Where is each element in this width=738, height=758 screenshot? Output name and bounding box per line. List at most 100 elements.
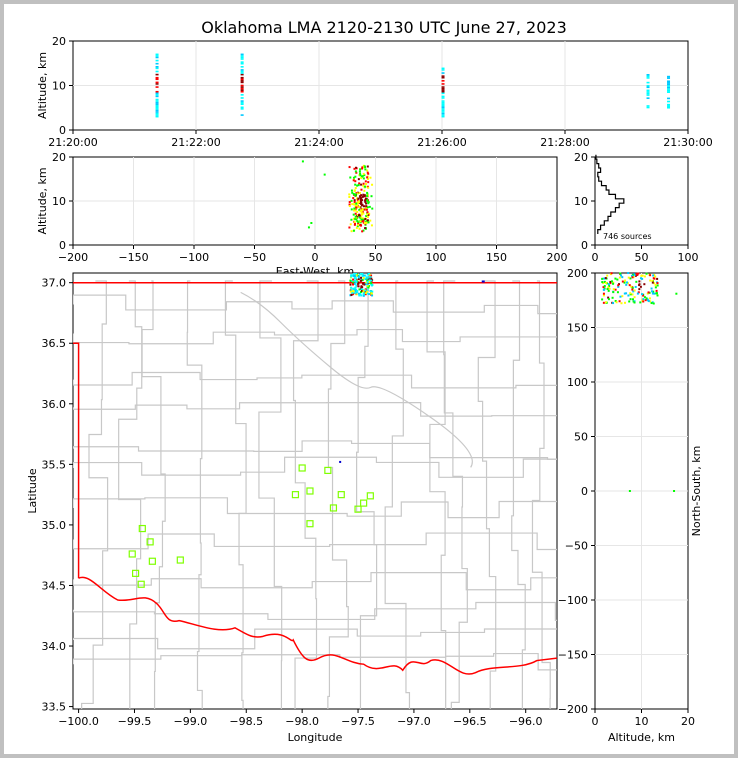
altitude-histogram-y-tick-label: 20 xyxy=(574,151,588,164)
county-boundary xyxy=(118,280,143,709)
time-height-source xyxy=(441,108,445,110)
time-height-source xyxy=(155,115,159,118)
time-height-source xyxy=(155,62,159,65)
east-west-source xyxy=(358,214,361,217)
east-west-source xyxy=(358,174,361,177)
time-height-source xyxy=(240,90,244,93)
east-west-source xyxy=(363,221,366,224)
lightning-source xyxy=(364,289,367,292)
altitude-ns-source xyxy=(651,279,654,282)
time-height-source xyxy=(155,90,159,93)
east-west-source xyxy=(362,177,365,180)
lightning-source xyxy=(357,282,360,285)
east-west-x-tick-label: 100 xyxy=(426,251,447,264)
lightning-source xyxy=(371,290,374,293)
east-west-source xyxy=(364,197,367,200)
east-west-source xyxy=(370,224,373,227)
altitude-ns-source xyxy=(633,300,636,303)
lightning-source xyxy=(366,279,369,282)
altitude-ns-source xyxy=(651,281,654,284)
east-west-source xyxy=(359,172,362,175)
lightning-source xyxy=(351,292,354,295)
altitude-ns-source xyxy=(614,300,617,303)
time-height-source xyxy=(441,106,445,109)
altitude-ns-source xyxy=(649,300,652,303)
east-west-source xyxy=(348,203,351,206)
altitude-histogram-plot-area xyxy=(594,156,689,246)
altitude-ns-source xyxy=(618,300,621,303)
east-west-source xyxy=(357,222,360,225)
east-west-source xyxy=(366,211,369,214)
time-height-source xyxy=(441,72,445,74)
lightning-source xyxy=(356,291,359,294)
lightning-source xyxy=(361,279,364,282)
east-west-source xyxy=(350,199,353,202)
east-west-source xyxy=(323,173,326,176)
east-west-source xyxy=(356,210,359,213)
altitude-ns-source xyxy=(650,290,653,293)
time-height-y-axis-label: Altitude, km xyxy=(36,52,49,119)
east-west-source xyxy=(357,223,360,226)
time-height-x-tick-label: 21:24:00 xyxy=(294,136,343,149)
time-height-source xyxy=(240,103,244,105)
time-height-source xyxy=(441,97,445,99)
east-west-source xyxy=(361,166,364,169)
lightning-source xyxy=(370,277,373,280)
time-height-source xyxy=(646,89,650,92)
altitude-ns-source xyxy=(624,279,627,282)
altitude-ns-source xyxy=(621,295,624,298)
altitude-ns-source xyxy=(610,280,613,283)
east-west-source xyxy=(365,221,368,224)
east-west-source xyxy=(368,212,371,215)
lma-station xyxy=(366,492,374,500)
county-boundary xyxy=(384,280,411,709)
altitude-ns-source xyxy=(604,301,607,304)
county-boundary xyxy=(73,628,557,650)
lightning-source xyxy=(367,284,370,287)
county-boundary xyxy=(73,601,557,621)
lightning-source xyxy=(357,278,360,281)
time-height-source xyxy=(155,100,159,102)
plan-view-x-tick-label: −96.0 xyxy=(509,715,543,728)
east-west-source xyxy=(366,199,369,202)
lightning-source xyxy=(350,293,353,296)
east-west-source xyxy=(358,224,361,227)
time-height-source xyxy=(441,87,445,90)
altitude-ns-source xyxy=(612,302,615,305)
county-boundary xyxy=(511,280,526,709)
altitude-ns-source xyxy=(628,490,631,492)
east-west-source xyxy=(354,183,357,186)
time-height-source xyxy=(441,90,445,93)
altitude-ns-source xyxy=(636,292,639,295)
altitude-ns-source xyxy=(617,285,620,288)
time-height-source xyxy=(155,81,159,84)
altitude-ns-source xyxy=(673,490,676,492)
lightning-source xyxy=(369,290,372,293)
east-west-x-tick-label: −100 xyxy=(179,251,209,264)
time-height-source xyxy=(646,75,650,78)
east-west-source xyxy=(367,201,370,204)
east-west-source xyxy=(366,191,369,194)
time-height-source xyxy=(240,94,244,96)
east-west-source xyxy=(363,185,366,188)
lightning-source xyxy=(364,293,367,296)
altitude-ns-source xyxy=(654,284,657,287)
altitude-ns-source xyxy=(628,284,631,287)
altitude-ns-source xyxy=(610,272,613,275)
time-height-source xyxy=(667,89,671,92)
east-west-source xyxy=(354,180,357,183)
east-west-source xyxy=(364,223,367,226)
lightning-source xyxy=(352,283,355,286)
lightning-source xyxy=(361,286,364,289)
east-west-source xyxy=(353,199,356,202)
east-west-source xyxy=(362,205,365,208)
lightning-source xyxy=(350,290,353,293)
time-height-source xyxy=(155,98,159,101)
time-height-source xyxy=(646,94,650,96)
east-west-source xyxy=(365,208,368,211)
lightning-source xyxy=(370,282,373,285)
time-height-source xyxy=(240,106,244,109)
east-west-source xyxy=(362,219,365,222)
east-west-source xyxy=(366,171,369,174)
east-west-source xyxy=(353,189,356,192)
